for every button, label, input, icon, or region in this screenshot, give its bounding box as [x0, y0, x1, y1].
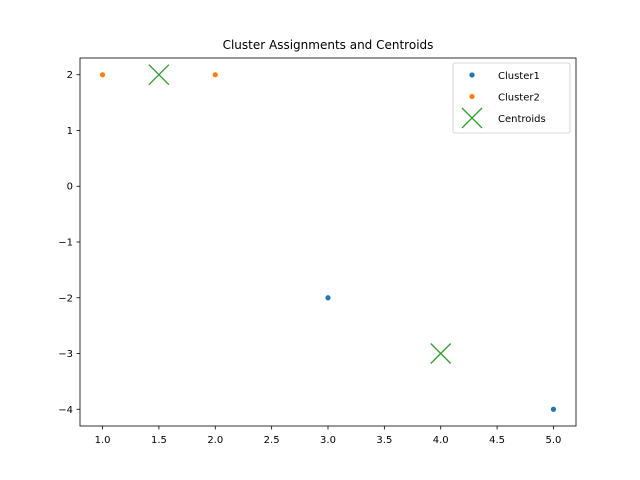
legend-box [452, 62, 571, 134]
y-tick-label: −4 [58, 405, 73, 416]
y-axis-ticks: 2 1 0 −1 −2 −3 −4 [58, 70, 80, 416]
x-axis-ticks: 1.0 1.5 2.0 2.5 3.0 3.5 4.0 4.5 5.0 [95, 426, 562, 446]
x-tick-label: 5.0 [546, 435, 562, 446]
x-tick-label: 3.5 [376, 435, 392, 446]
centroids-point [148, 64, 170, 86]
legend-label-cluster2: Cluster2 [498, 93, 540, 104]
legend-marker-cluster2 [469, 93, 475, 100]
x-tick-label: 4.0 [433, 435, 449, 446]
x-tick-label: 3.0 [320, 435, 336, 446]
plot-area-frame [79, 57, 577, 427]
legend-label-cluster1: Cluster1 [498, 71, 540, 82]
cluster2-point [99, 72, 106, 78]
legend-label-centroids: Centroids [498, 114, 546, 125]
y-tick-label: −3 [58, 349, 73, 360]
y-tick-label: −2 [58, 293, 73, 304]
x-tick-label: 4.5 [489, 435, 505, 446]
legend-marker-cluster1 [469, 72, 475, 78]
legend-marker-centroids [461, 107, 483, 129]
x-tick-label: 2.0 [207, 435, 223, 446]
legend: Cluster1 Cluster2 Centroids [452, 62, 571, 134]
y-tick-label: −1 [58, 238, 73, 249]
cluster1-point [550, 406, 557, 412]
data-points [99, 64, 557, 412]
chart-title: Cluster Assignments and Centroids [223, 38, 434, 52]
x-tick-label: 2.5 [264, 435, 280, 446]
cluster2-point [212, 72, 218, 78]
y-tick-label: 1 [67, 126, 73, 137]
y-tick-label: 0 [67, 182, 73, 193]
x-tick-label: 1.0 [95, 435, 111, 446]
x-tick-label: 1.5 [151, 435, 167, 446]
cluster1-point [325, 295, 331, 301]
centroids-point [430, 343, 452, 364]
y-tick-label: 2 [67, 70, 73, 81]
